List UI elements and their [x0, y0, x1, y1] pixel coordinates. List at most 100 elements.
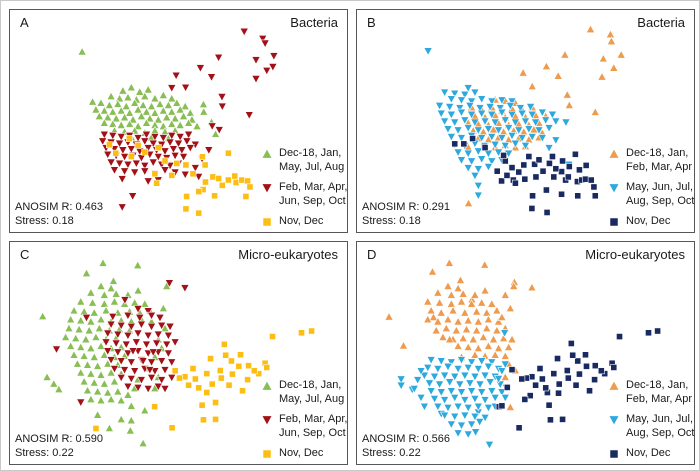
data-point-square	[508, 164, 516, 172]
data-point-triangle-down	[490, 140, 500, 150]
data-point-triangle-up	[461, 324, 472, 334]
data-point-square	[616, 333, 623, 340]
legend-label: Nov, Dec	[626, 215, 671, 227]
data-point-triangle-down	[446, 387, 456, 396]
data-point-square	[224, 149, 232, 157]
data-point-triangle-up	[153, 114, 163, 124]
data-point-triangle-up	[500, 372, 510, 381]
data-point-square	[500, 152, 507, 159]
data-point-triangle-down	[109, 166, 120, 175]
data-point-square	[125, 135, 133, 142]
data-point-triangle-up	[438, 332, 448, 341]
data-point-triangle-down	[167, 358, 177, 367]
data-point-triangle-down	[150, 367, 160, 376]
data-point-triangle-down	[140, 162, 150, 171]
data-point-triangle-down	[178, 153, 189, 162]
data-point-triangle-down	[487, 97, 497, 107]
data-point-triangle-down	[450, 412, 460, 422]
data-point-triangle-down	[99, 130, 109, 140]
data-point-triangle-down	[460, 371, 470, 381]
data-point-triangle-down	[133, 329, 143, 339]
stress-value: Stress: 0.22	[362, 447, 421, 459]
legend-label: Feb, Mar, Apr, Jun, Sep, Oct	[279, 413, 348, 439]
data-point-triangle-down	[146, 374, 157, 383]
data-point-triangle-down	[133, 134, 143, 143]
data-point-triangle-down	[483, 125, 494, 134]
data-point-triangle-down	[419, 371, 430, 381]
data-point-triangle-down	[510, 118, 520, 128]
data-point-triangle-up	[93, 410, 103, 419]
data-point-triangle-down	[445, 378, 455, 387]
legend-item: Dec-18, Jan, May, Jul, Aug	[262, 147, 348, 174]
panel-B: B Bacteria Dec-18, Jan, Feb, Mar, Apr May,…	[356, 9, 695, 233]
data-point-triangle-down	[433, 365, 443, 374]
data-point-triangle-down	[466, 387, 477, 396]
data-point-triangle-down	[106, 158, 116, 168]
data-point-square	[569, 351, 577, 359]
panel-letter: B	[367, 15, 376, 30]
data-point-triangle-up	[106, 367, 116, 377]
data-point-triangle-up	[527, 81, 537, 90]
square-icon	[610, 450, 618, 458]
legend-item: Nov, Dec	[262, 215, 348, 229]
data-point-square	[182, 205, 190, 213]
data-point-triangle-down	[534, 126, 544, 135]
data-point-triangle-up	[69, 350, 79, 359]
data-point-triangle-up	[82, 385, 93, 395]
data-point-triangle-up	[490, 350, 500, 359]
data-point-square	[590, 183, 598, 191]
data-point-triangle-down	[108, 312, 118, 322]
data-point-square	[543, 209, 551, 216]
data-point-triangle-up	[472, 306, 482, 316]
data-point-triangle-up	[466, 299, 477, 308]
data-point-square	[597, 367, 605, 375]
data-point-square	[238, 176, 246, 184]
data-point-triangle-up	[541, 61, 551, 71]
data-point-triangle-down	[103, 150, 113, 160]
data-point-triangle-up	[184, 118, 194, 127]
data-point-triangle-up	[478, 332, 488, 341]
data-point-triangle-up	[493, 343, 504, 352]
data-point-triangle-up	[180, 101, 190, 110]
data-point-triangle-down	[180, 83, 191, 93]
legend: Dec-18, Jan, Feb, Mar, Apr May, Jun, Jul, A…	[609, 379, 695, 468]
data-point-triangle-down	[524, 125, 534, 134]
data-point-triangle-down	[446, 358, 456, 367]
data-point-triangle-up	[93, 361, 103, 370]
data-point-triangle-up	[158, 90, 168, 99]
data-point-triangle-up	[492, 305, 502, 315]
data-point-triangle-down	[213, 53, 224, 63]
data-point-triangle-up	[453, 283, 463, 293]
data-point-triangle-up	[66, 314, 76, 324]
panel-letter: A	[20, 15, 29, 30]
data-point-triangle-down	[446, 420, 456, 430]
data-point-triangle-up	[76, 315, 86, 325]
data-point-square	[225, 381, 233, 389]
data-point-triangle-down	[463, 149, 473, 159]
data-point-square	[469, 135, 476, 142]
data-point-triangle-up	[98, 258, 108, 267]
data-point-triangle-down	[466, 358, 477, 367]
data-point-triangle-up	[81, 334, 91, 344]
data-point-triangle-up	[423, 296, 433, 306]
data-point-square	[207, 355, 214, 362]
legend-item: Dec-18, Jan, May, Jul, Aug	[262, 379, 348, 406]
data-point-triangle-down	[500, 329, 510, 338]
data-point-triangle-up	[76, 342, 86, 351]
data-point-triangle-down	[251, 56, 261, 65]
data-point-square	[195, 188, 203, 195]
data-point-triangle-down	[121, 340, 131, 350]
data-point-triangle-up	[458, 289, 468, 298]
data-point-triangle-down	[477, 134, 487, 143]
data-point-triangle-down	[123, 382, 133, 392]
data-point-triangle-down	[160, 385, 170, 394]
data-point-triangle-up	[192, 121, 202, 130]
data-point-triangle-up	[94, 323, 104, 332]
data-point-square	[531, 160, 538, 168]
data-point-square	[550, 173, 558, 181]
data-point-triangle-up	[426, 305, 436, 315]
data-point-triangle-down	[163, 349, 173, 359]
data-point-triangle-up	[170, 113, 180, 123]
scatter-plot-C	[38, 258, 316, 447]
